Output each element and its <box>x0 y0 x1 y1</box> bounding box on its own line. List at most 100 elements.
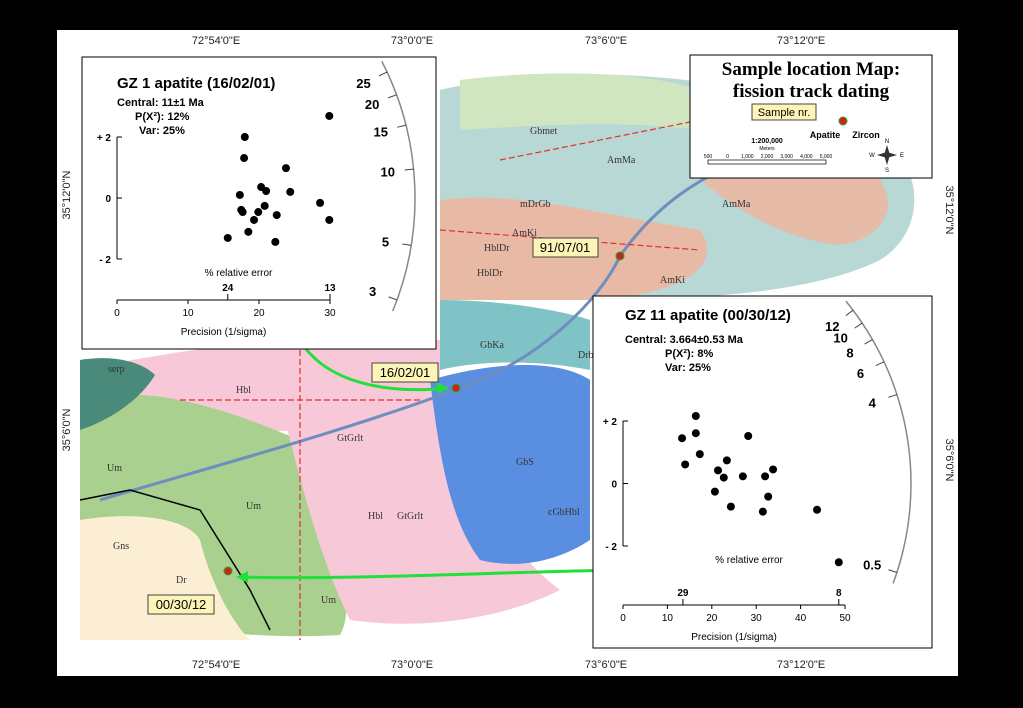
data-point <box>250 215 259 224</box>
data-point <box>238 208 247 217</box>
arc-tick-label: 8 <box>846 346 853 361</box>
range-label: 13 <box>324 283 336 294</box>
arc-tick <box>845 309 854 316</box>
plot-stat: P(X²): 8% <box>665 348 714 360</box>
data-point <box>834 558 843 567</box>
unit-label: AmKi <box>512 228 537 239</box>
unit-label: Hbl <box>368 511 383 522</box>
data-point <box>691 429 700 438</box>
y-tick-label: 0 <box>611 480 617 491</box>
data-point <box>710 487 719 496</box>
x-tick-label: 0 <box>114 308 120 319</box>
unit-label: mDrGb <box>520 199 551 210</box>
arc-tick <box>404 168 414 171</box>
scale-tick-label: 3,000 <box>780 154 793 160</box>
unit-label: Um <box>321 595 336 606</box>
unit-label: HblDr <box>477 268 503 279</box>
plot-title: GZ 1 apatite (16/02/01) <box>117 75 275 92</box>
data-point <box>223 233 232 242</box>
compass-label: N <box>885 139 889 145</box>
scale-ticks: 500 0 1,000 2,000 3,000 4,000 5,000 <box>704 154 833 160</box>
arc-tick <box>402 243 412 246</box>
arc-tick-label: 20 <box>365 97 379 112</box>
unit-label: Um <box>107 463 122 474</box>
arc-tick <box>388 296 398 301</box>
data-point <box>281 164 290 173</box>
unit-area <box>440 300 590 370</box>
y-tick-label: - 2 <box>605 542 617 553</box>
coord-label: 73°0'0"E <box>391 659 433 671</box>
data-point <box>271 237 280 246</box>
arc-tick-label: 6 <box>857 366 864 381</box>
x-tick-label: 0 <box>620 613 626 624</box>
unit-label: AmMa <box>722 199 751 210</box>
scale-tick-label: 5,000 <box>820 154 833 160</box>
x-axis-label: Precision (1/sigma) <box>691 632 777 643</box>
unit-area <box>280 394 560 624</box>
unit-label: Gns <box>113 541 129 552</box>
data-point <box>813 505 822 514</box>
geology <box>79 73 915 640</box>
arrow <box>239 568 621 580</box>
arrows <box>223 251 625 583</box>
unit-label: Gbmet <box>530 126 557 137</box>
data-point <box>738 472 747 481</box>
unit-labels: Gbmet AmMa mDrGb AmMa AmKi HblDr HblDr A… <box>107 126 751 606</box>
data-point <box>260 201 269 210</box>
compass-label: W <box>869 153 875 159</box>
label-box <box>751 103 817 121</box>
unit-label: cGbHbl <box>548 507 580 518</box>
data-point <box>681 460 690 469</box>
data-point <box>761 472 770 481</box>
y-tick-label: - 2 <box>99 255 111 266</box>
arrow-head <box>236 571 248 583</box>
data-point <box>316 198 325 207</box>
coord-label: 73°0'0"E <box>391 35 433 47</box>
sample-label: 00/30/12 <box>156 597 207 612</box>
arc-tick-label: 0.5 <box>863 557 881 572</box>
unit-label: GtGrlt <box>397 511 423 522</box>
arc-tick <box>875 361 885 367</box>
arc-tick-label: 5 <box>382 234 389 249</box>
x-tick-label: 10 <box>662 613 674 624</box>
scale-tick-label: 4,000 <box>800 154 813 160</box>
label-box <box>371 362 439 383</box>
data-point <box>758 507 767 516</box>
legend-scale: 1:200,000 <box>751 138 783 145</box>
scale-tick-label: 0 <box>726 154 729 160</box>
unit-label: Dr <box>176 575 187 586</box>
x-tick-label: 50 <box>839 613 851 624</box>
sample-site <box>615 251 625 261</box>
scale-tick-label: 1,000 <box>741 154 754 160</box>
coord-label: 73°12'0"E <box>777 659 825 671</box>
data-point <box>764 492 773 501</box>
arrow-head <box>436 382 448 394</box>
plot-area: + 2 0 - 2 0 10 20 30 Precision (1/sigma) % relat… <box>97 61 416 338</box>
legend-sample: Sample nr. <box>758 107 811 119</box>
arc-tick <box>378 71 388 77</box>
fault <box>180 119 701 640</box>
arc-tick <box>888 569 898 573</box>
data-point <box>678 434 687 443</box>
plot-panel <box>592 295 933 649</box>
legend-units: Meters <box>759 146 775 152</box>
x-tick-label: 10 <box>182 308 194 319</box>
plot-stat: Central: 11±1 Ma <box>117 97 205 109</box>
data-point <box>240 133 249 141</box>
river <box>99 158 741 502</box>
range-label: 29 <box>677 588 689 599</box>
plot-area: + 2 0 - 2 0 10 20 30 40 50 Precision (1/sigma) % r… <box>603 300 912 643</box>
data-point <box>726 502 735 511</box>
x-tick-label: 20 <box>253 308 265 319</box>
data-point <box>244 227 253 236</box>
sample-site <box>451 383 461 393</box>
arc <box>381 61 416 312</box>
radial-plot-2: GZ 11 apatite (00/30/12) Central: 3.664±… <box>592 295 933 649</box>
error-label: % relative error <box>205 268 273 279</box>
data-point <box>719 473 728 482</box>
data-point <box>691 412 700 420</box>
compass-label: E <box>900 153 904 159</box>
arc-tick <box>854 322 863 329</box>
data-point <box>262 186 271 195</box>
